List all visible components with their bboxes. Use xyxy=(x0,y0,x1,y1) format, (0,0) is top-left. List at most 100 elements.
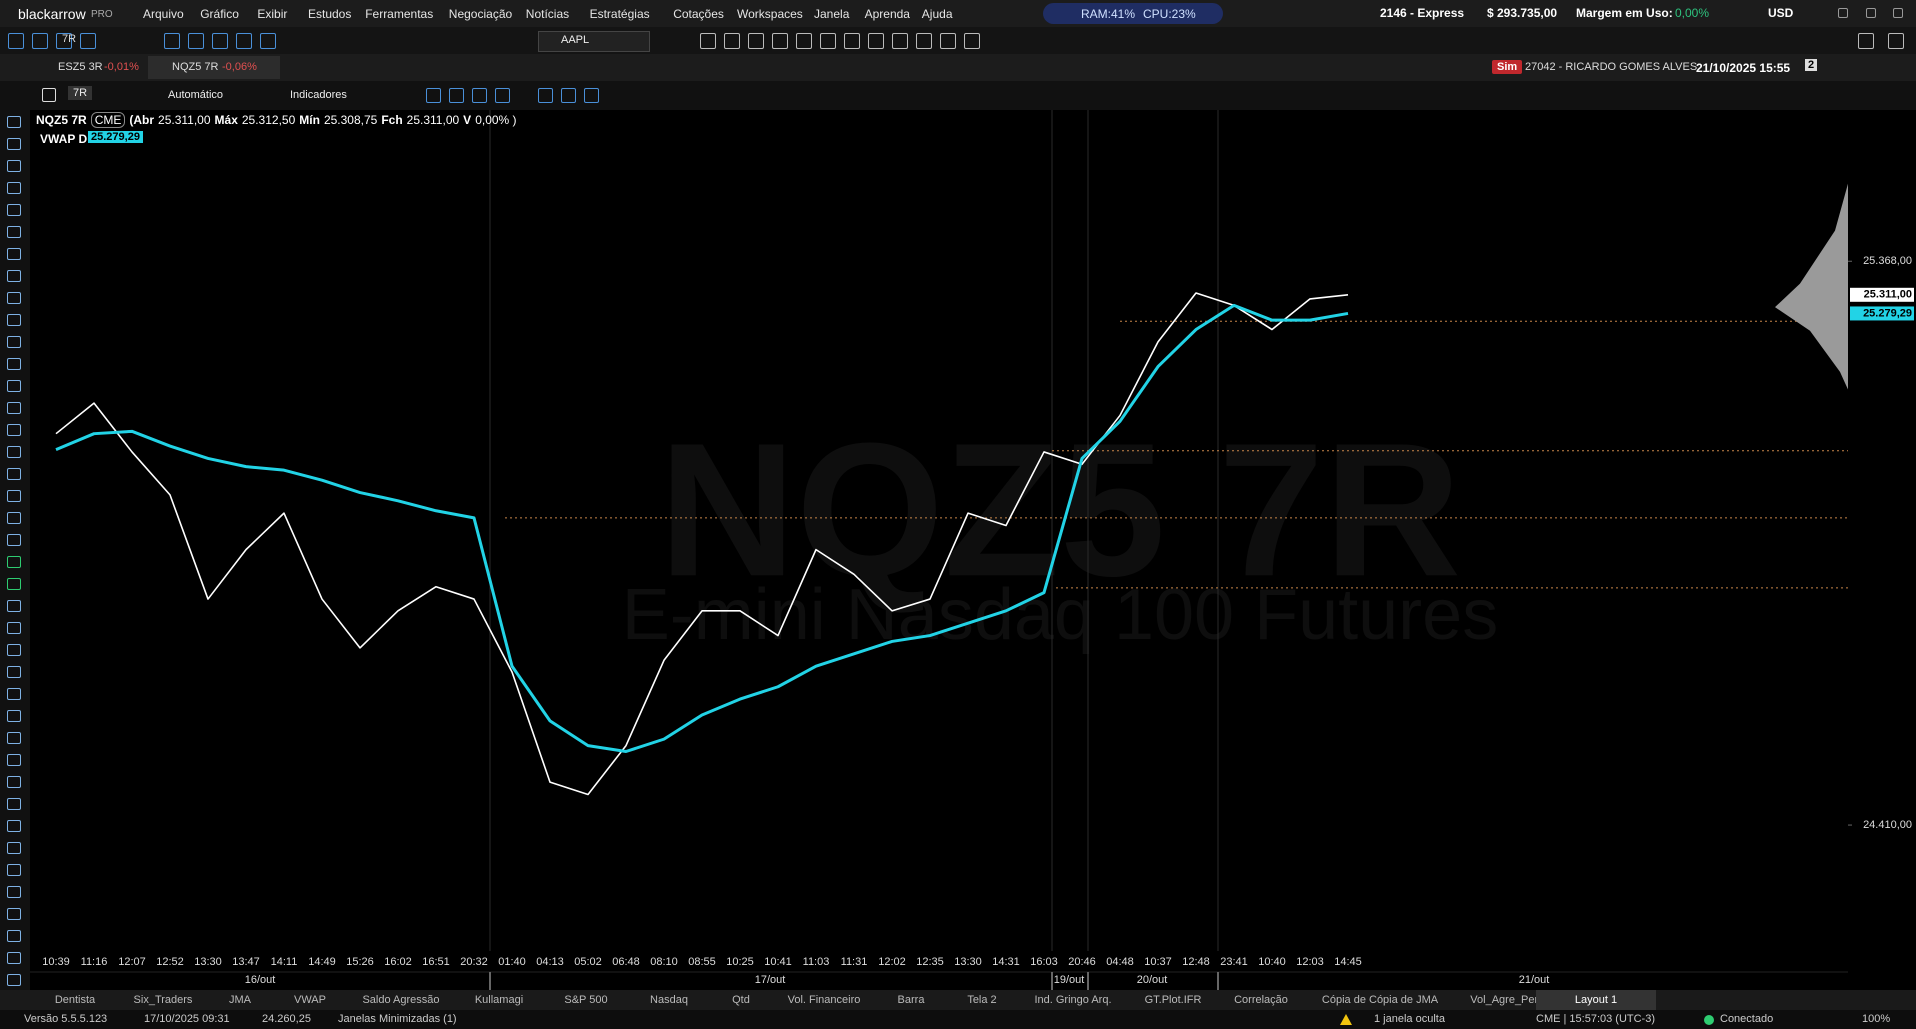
icon[interactable] xyxy=(8,33,24,49)
icon[interactable] xyxy=(56,33,72,49)
icon[interactable] xyxy=(7,336,21,348)
menu-item[interactable]: Arquivo xyxy=(143,7,184,21)
menu-item[interactable]: Janela xyxy=(814,7,850,21)
icon[interactable] xyxy=(7,842,21,854)
layout-tab[interactable]: Nasdaq xyxy=(650,994,688,1006)
icon[interactable] xyxy=(892,33,908,49)
icon[interactable] xyxy=(32,33,48,49)
layout-tab[interactable]: Dentista xyxy=(54,994,96,1006)
icon[interactable] xyxy=(7,468,21,480)
icon[interactable] xyxy=(964,33,980,49)
menu-item[interactable]: Workspaces xyxy=(737,7,803,21)
icon[interactable] xyxy=(7,710,21,722)
icon[interactable] xyxy=(7,512,21,524)
icon[interactable] xyxy=(7,490,21,502)
icon[interactable] xyxy=(7,754,21,766)
account-name[interactable]: 2146 - Express xyxy=(1380,6,1465,20)
icon[interactable] xyxy=(7,248,21,260)
chart-tab[interactable]: NQZ5 7R -0,06% xyxy=(148,56,280,79)
icon[interactable] xyxy=(7,666,21,678)
icon[interactable] xyxy=(700,33,716,49)
icon[interactable] xyxy=(7,974,21,986)
icon[interactable] xyxy=(212,33,228,49)
icon[interactable] xyxy=(42,88,56,102)
icon[interactable] xyxy=(1866,8,1876,18)
icon[interactable] xyxy=(7,688,21,700)
layout-tab[interactable]: Six_Traders xyxy=(133,994,193,1006)
icon[interactable] xyxy=(7,886,21,898)
minimized-windows[interactable]: Janelas Minimizadas (1) xyxy=(338,1013,457,1025)
icon[interactable] xyxy=(868,33,884,49)
icon[interactable] xyxy=(1838,8,1848,18)
icon[interactable] xyxy=(7,402,21,414)
icon[interactable] xyxy=(7,864,21,876)
layout-tab[interactable]: Cópia de Cópia de JMA xyxy=(1321,994,1439,1006)
icon[interactable] xyxy=(164,33,180,49)
icon[interactable] xyxy=(538,88,553,103)
icon[interactable] xyxy=(7,556,21,568)
icon[interactable] xyxy=(7,446,21,458)
currency[interactable]: USD xyxy=(1768,6,1794,20)
icon[interactable] xyxy=(1893,8,1903,18)
icon[interactable] xyxy=(7,292,21,304)
icon[interactable] xyxy=(7,358,21,370)
icon[interactable] xyxy=(7,270,21,282)
layout-tab[interactable]: Barra xyxy=(897,994,925,1006)
icon[interactable] xyxy=(472,88,487,103)
icon[interactable] xyxy=(7,776,21,788)
icon[interactable] xyxy=(7,732,21,744)
menu-item[interactable]: Cotações xyxy=(673,7,724,21)
menu-item[interactable]: Aprenda xyxy=(864,7,910,21)
layout-tab[interactable]: Qtd xyxy=(732,994,750,1006)
scale-mode[interactable]: Automático xyxy=(168,89,224,101)
menu-item[interactable]: Exibir xyxy=(257,7,288,21)
icon[interactable] xyxy=(7,952,21,964)
icon[interactable] xyxy=(7,622,21,634)
icon[interactable] xyxy=(916,33,932,49)
icon[interactable] xyxy=(7,798,21,810)
icon[interactable] xyxy=(820,33,836,49)
layout-tab[interactable]: JMA xyxy=(229,994,251,1006)
menu-item[interactable]: Gráfico xyxy=(200,7,239,21)
layout-tab[interactable]: Kullamagi xyxy=(474,994,524,1006)
chart-period[interactable]: 7R xyxy=(68,86,93,100)
layout-tab[interactable]: Saldo Agressão xyxy=(362,994,440,1006)
icon[interactable] xyxy=(7,424,21,436)
icon[interactable] xyxy=(844,33,860,49)
layout-tab[interactable]: Vol_Agre_Perc xyxy=(1470,994,1544,1006)
icon[interactable] xyxy=(7,380,21,392)
layout-tab[interactable]: GT.Plot.IFR xyxy=(1144,994,1202,1006)
icon[interactable] xyxy=(561,88,576,103)
icon[interactable] xyxy=(1888,33,1904,49)
menu-item[interactable]: Notícias xyxy=(525,7,570,21)
icon[interactable] xyxy=(260,33,276,49)
icon[interactable] xyxy=(7,226,21,238)
icon[interactable] xyxy=(7,160,21,172)
indicators-button[interactable]: Indicadores xyxy=(290,89,347,101)
icon[interactable] xyxy=(236,33,252,49)
icon[interactable] xyxy=(495,88,510,103)
icon[interactable] xyxy=(449,88,464,103)
icon[interactable] xyxy=(7,182,21,194)
icon[interactable] xyxy=(772,33,788,49)
layout-tab[interactable]: S&P 500 xyxy=(564,994,608,1006)
menu-item[interactable]: Ajuda xyxy=(921,7,953,21)
icon[interactable] xyxy=(1858,33,1874,49)
icon[interactable] xyxy=(7,534,21,546)
layout-tab[interactable]: Ind. Gringo Arq. xyxy=(1034,994,1112,1006)
menu-item[interactable]: Estudos xyxy=(308,7,352,21)
icon[interactable] xyxy=(188,33,204,49)
icon[interactable] xyxy=(7,138,21,150)
icon[interactable] xyxy=(940,33,956,49)
icon[interactable] xyxy=(7,578,21,590)
icon[interactable] xyxy=(426,88,441,103)
icon[interactable] xyxy=(748,33,764,49)
menu-item[interactable]: Negociação xyxy=(448,7,513,21)
icon[interactable] xyxy=(7,600,21,612)
icon[interactable] xyxy=(7,314,21,326)
menu-item[interactable]: Estratégias xyxy=(589,7,650,21)
menu-item[interactable]: Ferramentas xyxy=(365,7,434,21)
chart-tab[interactable]: ESZ5 3R -0,01% xyxy=(34,56,142,79)
period-button[interactable]: 7R xyxy=(62,33,77,45)
layout-tab[interactable]: Correlação xyxy=(1234,994,1288,1006)
